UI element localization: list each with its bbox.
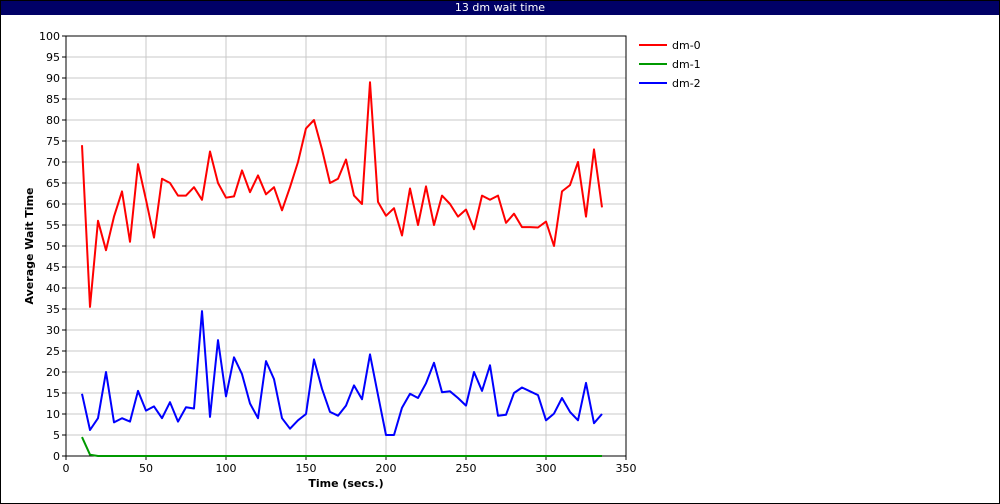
series-line-dm-2	[81, 310, 603, 436]
x-tick-label: 350	[616, 462, 637, 475]
series-line-dm-0	[81, 81, 603, 308]
y-tick-label: 20	[46, 366, 60, 379]
x-tick-label: 250	[456, 462, 477, 475]
y-tick-label: 55	[46, 219, 60, 232]
y-tick-label: 70	[46, 156, 60, 169]
y-tick-label: 0	[53, 450, 60, 463]
y-tick-label: 5	[53, 429, 60, 442]
y-tick-label: 50	[46, 240, 60, 253]
y-tick-label: 25	[46, 345, 60, 358]
y-tick-label: 60	[46, 198, 60, 211]
y-tick-label: 10	[46, 408, 60, 421]
y-tick-label: 65	[46, 177, 60, 190]
legend-label-dm-1: dm-1	[672, 58, 701, 71]
x-tick-label: 0	[63, 462, 70, 475]
legend-label-dm-0: dm-0	[672, 39, 701, 52]
y-tick-label: 30	[46, 324, 60, 337]
y-tick-label: 100	[39, 30, 60, 43]
legend-label-dm-2: dm-2	[672, 77, 701, 90]
y-tick-label: 75	[46, 135, 60, 148]
x-tick-label: 100	[216, 462, 237, 475]
y-tick-label: 90	[46, 72, 60, 85]
y-tick-label: 40	[46, 282, 60, 295]
x-axis-ticks: 0 50 100 150 200 250 300 350	[63, 456, 637, 475]
x-tick-label: 150	[296, 462, 317, 475]
y-tick-label: 85	[46, 93, 60, 106]
y-tick-label: 95	[46, 51, 60, 64]
x-tick-label: 200	[376, 462, 397, 475]
x-tick-label: 300	[536, 462, 557, 475]
y-tick-label: 35	[46, 303, 60, 316]
x-tick-label: 50	[139, 462, 153, 475]
grid	[65, 35, 627, 457]
chart-title: 13 dm wait time	[454, 1, 546, 14]
y-tick-label: 80	[46, 114, 60, 127]
x-axis-label: Time (secs.)	[308, 477, 383, 490]
chart-title-bar: 13 dm wait time	[1, 1, 999, 15]
series-layer	[81, 81, 603, 457]
y-tick-label: 45	[46, 261, 60, 274]
y-axis-ticks: 0 5 10 15 20 25 30 35 40 45 50 55 60 65 70 75 80 85 90 95 10…	[39, 30, 66, 463]
legend: dm-0 dm-1 dm-2	[639, 39, 701, 90]
y-axis-label: Average Wait Time	[23, 188, 36, 305]
series-line-dm-1	[81, 436, 602, 457]
y-tick-label: 15	[46, 387, 60, 400]
